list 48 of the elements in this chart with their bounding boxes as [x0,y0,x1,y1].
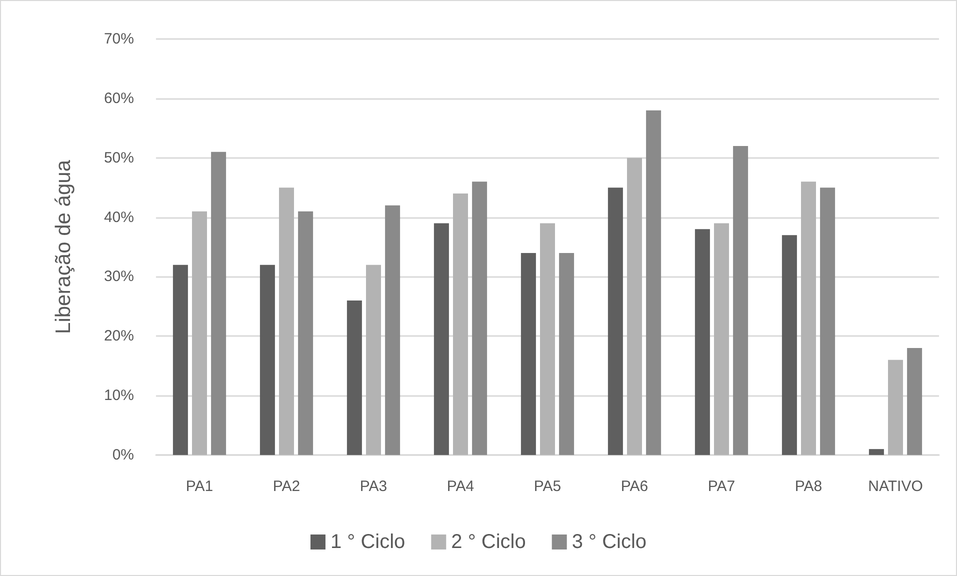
bar [172,264,188,455]
x-tick-label: PA7 [708,478,736,495]
bar [733,146,748,455]
y-tick-label: 50% [104,149,134,166]
bar [868,449,884,455]
bar [520,252,536,455]
bar [192,211,207,455]
y-tick-label: 30% [104,268,134,286]
bar [714,223,729,455]
bar [559,252,574,455]
bar [260,264,275,455]
x-tick-label: PA2 [272,478,300,495]
legend-label: 1 ° Ciclo [330,531,406,553]
x-tick-label: PA1 [186,478,214,495]
bar [801,182,816,455]
y-axis-title: Liberação de água [52,160,75,334]
x-tick-label: PA4 [446,478,474,495]
bar [453,194,468,455]
y-tick-label: 20% [104,328,134,345]
bar [540,223,555,455]
bar [627,158,642,455]
bar [782,235,797,455]
y-tick-label: 40% [104,208,134,226]
bar [608,188,623,455]
bar [366,264,381,455]
bar [907,348,922,455]
bar [694,229,710,455]
x-tick-label: PA6 [620,478,648,495]
y-tick-label: 10% [104,387,134,404]
bar [472,182,488,455]
bar [820,188,836,455]
x-tick-label: NATIVO [868,478,923,495]
legend-label: 3 ° Ciclo [572,531,647,553]
bar [298,211,314,455]
x-tick-label: PA8 [794,478,822,495]
bar [346,300,362,455]
x-tick-label: PA3 [360,478,388,495]
bar [646,110,662,455]
bar [434,223,449,455]
bar [385,205,400,455]
bar [211,152,226,455]
y-tick-label: 60% [104,90,134,107]
legend-label: 2 ° Ciclo [451,531,526,553]
x-tick-label: PA5 [534,478,562,495]
y-tick-label: 0% [112,446,134,464]
y-tick-label: 70% [104,30,134,48]
bar [888,360,903,455]
bar [279,188,294,455]
